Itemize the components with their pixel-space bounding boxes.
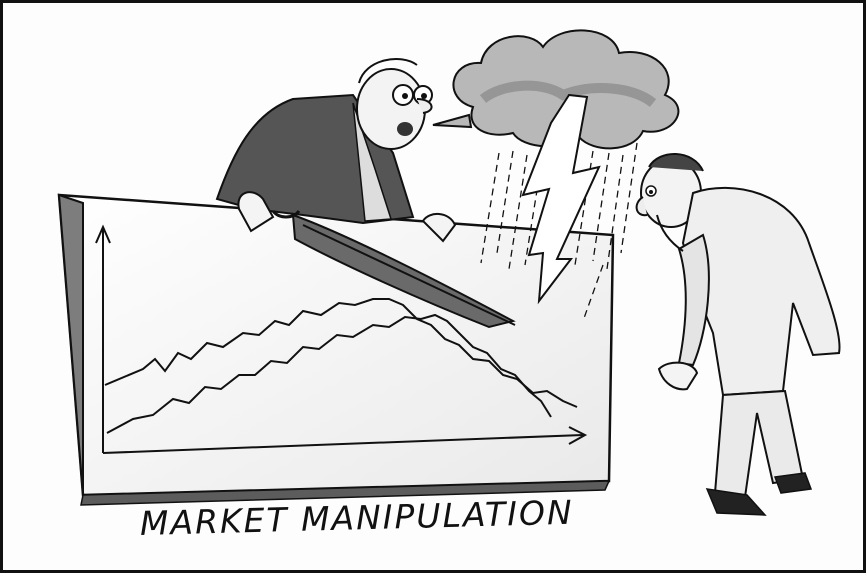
chart-line-lower <box>106 313 552 434</box>
storm-cloud <box>432 29 680 150</box>
cartoon-caption: MARKET MANIPULATION <box>139 492 575 543</box>
umbrella <box>271 209 516 329</box>
chart-axes <box>95 224 588 454</box>
angry-man <box>215 58 457 243</box>
worried-man <box>635 153 841 516</box>
lightning-bolt <box>521 93 601 305</box>
chart-line-upper <box>104 298 578 408</box>
cartoon-illustration <box>57 29 841 516</box>
chart-board <box>57 193 615 506</box>
